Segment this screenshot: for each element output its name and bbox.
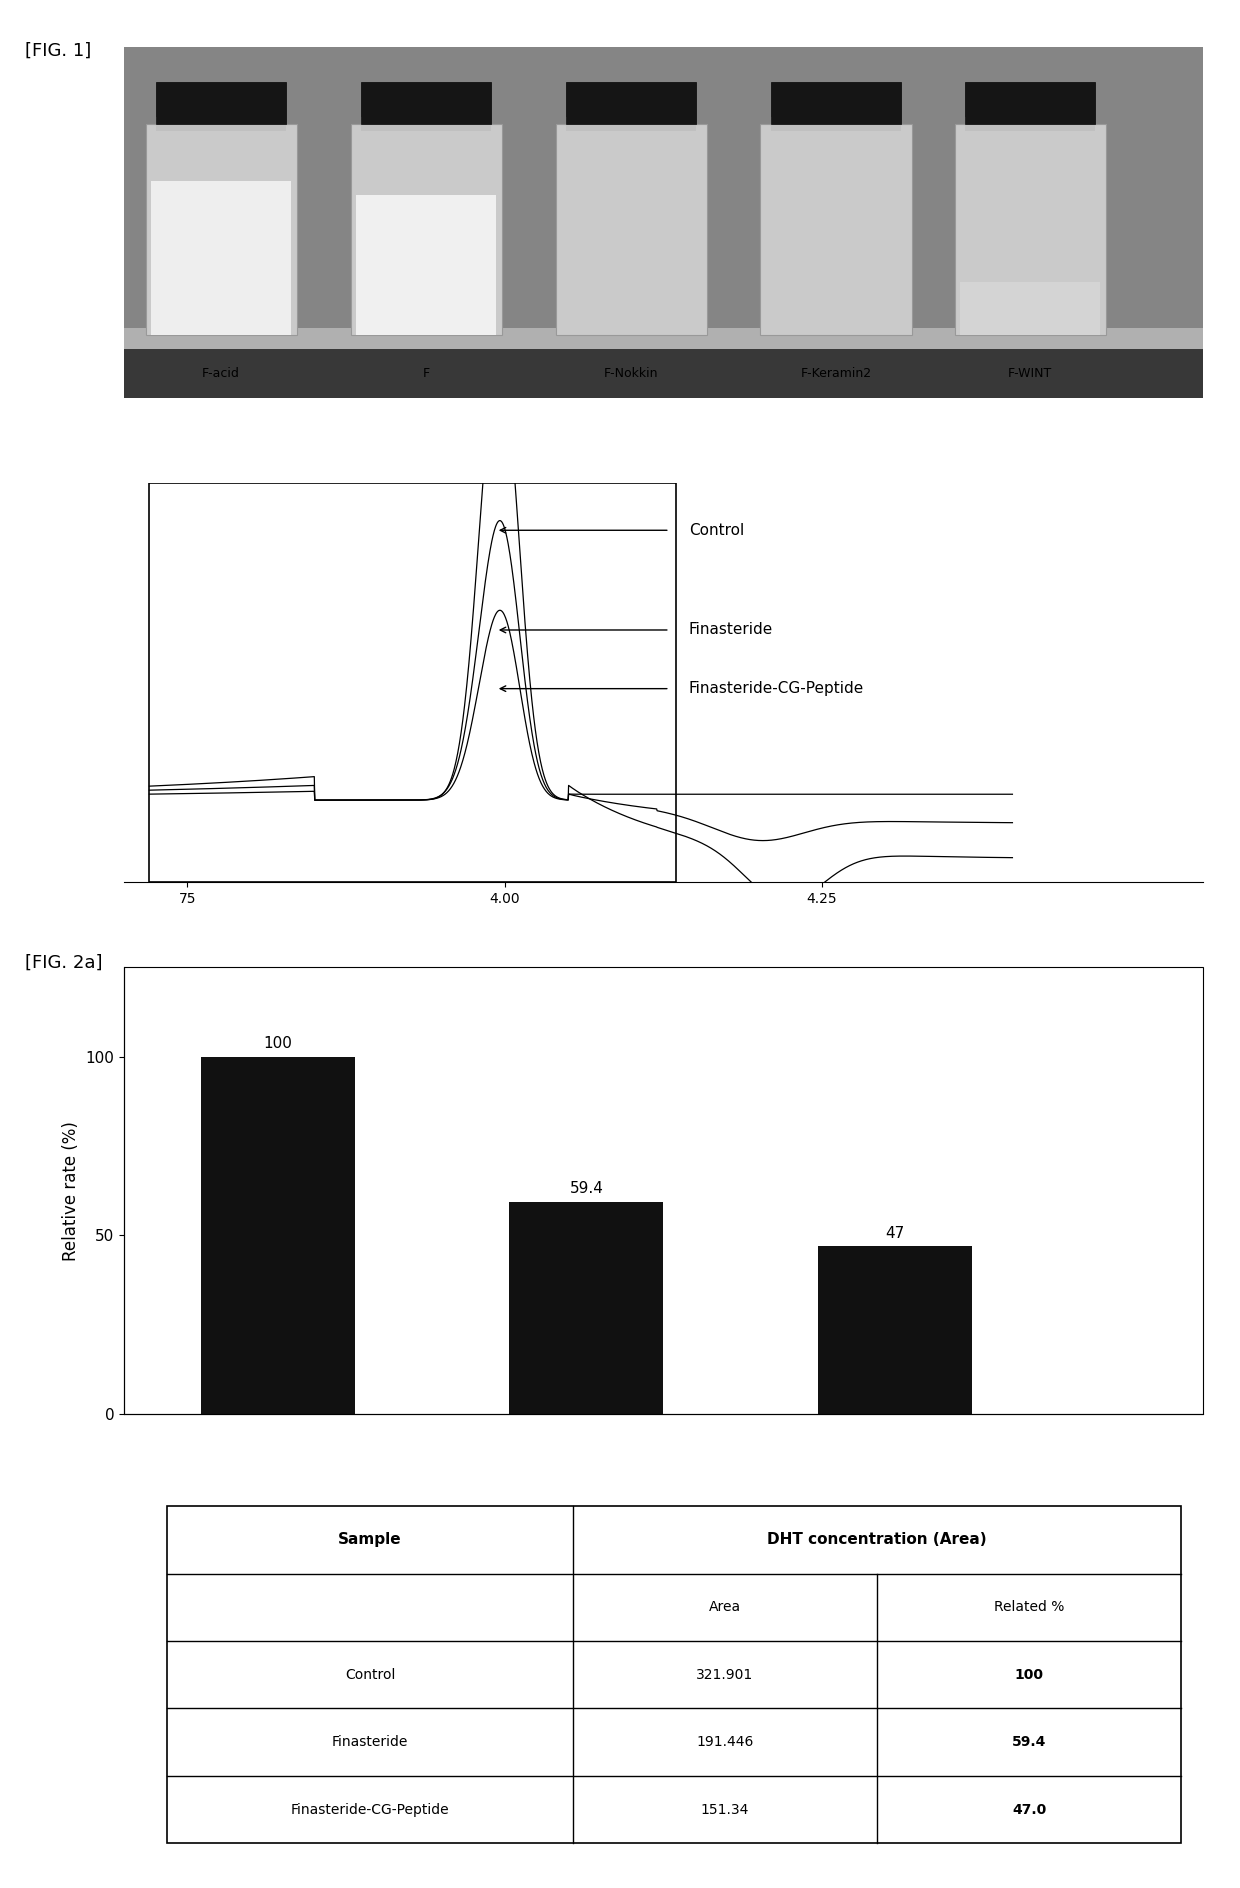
Text: [FIG. 1]: [FIG. 1] — [25, 42, 91, 60]
Bar — [156, 117, 285, 132]
Text: Finasteride: Finasteride — [688, 623, 773, 638]
Bar — [556, 125, 707, 334]
Bar — [960, 283, 1100, 334]
Text: 321.901: 321.901 — [697, 1667, 754, 1682]
Text: 100: 100 — [264, 1037, 293, 1052]
Text: Control: Control — [688, 523, 744, 538]
Y-axis label: Relative rate (%): Relative rate (%) — [62, 1121, 79, 1261]
Text: 151.34: 151.34 — [701, 1803, 749, 1816]
Text: F-Keramin2: F-Keramin2 — [801, 366, 872, 379]
Bar — [124, 47, 1203, 334]
Bar — [966, 117, 1095, 132]
Bar — [356, 194, 496, 334]
Bar — [361, 117, 491, 132]
Text: F-WINT: F-WINT — [1008, 366, 1053, 379]
Bar — [149, 483, 676, 882]
Text: 59.4: 59.4 — [569, 1182, 604, 1197]
Text: F-Nokkin: F-Nokkin — [604, 366, 658, 379]
Text: F-acid: F-acid — [202, 366, 241, 379]
Text: Finasteride-CG-Peptide: Finasteride-CG-Peptide — [290, 1803, 449, 1816]
Text: Finasteride-CG-Peptide: Finasteride-CG-Peptide — [688, 682, 864, 697]
Text: DHT concentration (Area): DHT concentration (Area) — [768, 1533, 987, 1548]
Bar — [156, 83, 285, 125]
Text: [FIG. 2a]: [FIG. 2a] — [25, 953, 102, 972]
Text: Control: Control — [345, 1667, 396, 1682]
Text: Sample: Sample — [339, 1533, 402, 1548]
Text: F: F — [423, 366, 429, 379]
Text: 47.0: 47.0 — [1012, 1803, 1047, 1816]
Bar — [966, 83, 1095, 125]
Bar — [567, 83, 696, 125]
Bar — [351, 125, 501, 334]
Text: Area: Area — [709, 1601, 742, 1614]
Bar — [201, 1057, 355, 1414]
Bar — [145, 125, 296, 334]
Bar — [510, 1203, 663, 1414]
Text: 100: 100 — [1014, 1667, 1044, 1682]
Bar — [817, 1246, 972, 1414]
Text: Related %: Related % — [994, 1601, 1064, 1614]
Bar — [151, 181, 291, 334]
Bar — [771, 117, 900, 132]
Text: 191.446: 191.446 — [696, 1735, 754, 1748]
Bar — [760, 125, 911, 334]
Bar — [124, 329, 1203, 349]
Text: Finasteride: Finasteride — [332, 1735, 408, 1748]
Bar — [124, 334, 1203, 398]
Bar — [361, 83, 491, 125]
Bar — [567, 117, 696, 132]
Bar — [955, 125, 1106, 334]
Text: 47: 47 — [885, 1225, 904, 1240]
Text: 59.4: 59.4 — [1012, 1735, 1047, 1748]
Bar — [771, 83, 900, 125]
